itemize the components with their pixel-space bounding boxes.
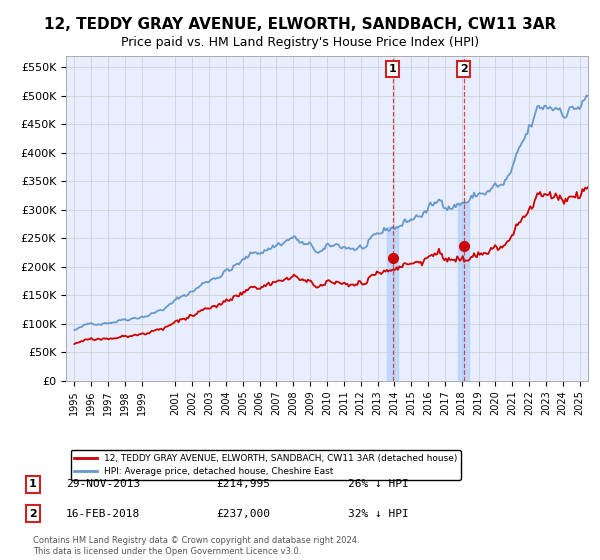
Text: Price paid vs. HM Land Registry's House Price Index (HPI): Price paid vs. HM Land Registry's House … bbox=[121, 36, 479, 49]
Bar bbox=[458, 203, 469, 381]
Text: 32% ↓ HPI: 32% ↓ HPI bbox=[348, 508, 409, 519]
Bar bbox=[388, 227, 398, 381]
Text: 2: 2 bbox=[29, 508, 37, 519]
Text: 1: 1 bbox=[29, 479, 37, 489]
Text: £237,000: £237,000 bbox=[216, 508, 270, 519]
Legend: 12, TEDDY GRAY AVENUE, ELWORTH, SANDBACH, CW11 3AR (detached house), HPI: Averag: 12, TEDDY GRAY AVENUE, ELWORTH, SANDBACH… bbox=[71, 450, 461, 480]
Text: £214,995: £214,995 bbox=[216, 479, 270, 489]
Text: 2: 2 bbox=[460, 64, 467, 74]
Text: 16-FEB-2018: 16-FEB-2018 bbox=[66, 508, 140, 519]
Text: 12, TEDDY GRAY AVENUE, ELWORTH, SANDBACH, CW11 3AR: 12, TEDDY GRAY AVENUE, ELWORTH, SANDBACH… bbox=[44, 17, 556, 32]
Text: 1: 1 bbox=[389, 64, 397, 74]
Text: Contains HM Land Registry data © Crown copyright and database right 2024.
This d: Contains HM Land Registry data © Crown c… bbox=[33, 536, 359, 556]
Text: 29-NOV-2013: 29-NOV-2013 bbox=[66, 479, 140, 489]
Text: 26% ↓ HPI: 26% ↓ HPI bbox=[348, 479, 409, 489]
